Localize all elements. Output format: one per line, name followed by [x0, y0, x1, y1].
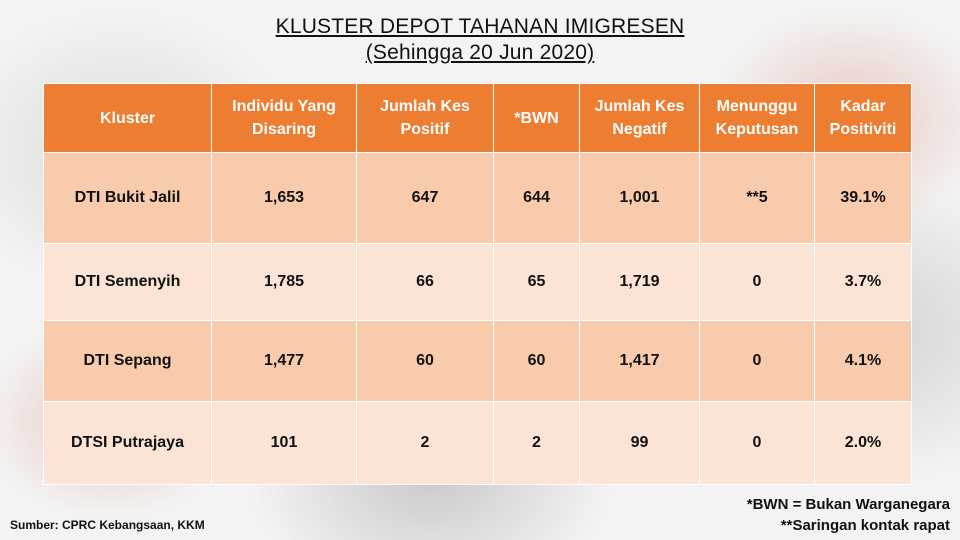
- cell-kadar: 39.1%: [814, 152, 912, 244]
- cell-menunggu: 0: [699, 320, 815, 402]
- cell-positif: 647: [356, 152, 494, 244]
- table-row: DTSI Putrajaya 101 2 2 99 0 2.0%: [43, 401, 912, 485]
- page-subtitle: (Sehingga 20 Jun 2020): [365, 41, 595, 64]
- table-row: DTI Semenyih 1,785 66 65 1,719 0 3.7%: [43, 243, 912, 321]
- footnote-bwn: *BWN = Bukan Warganegara: [746, 496, 950, 513]
- cell-kadar: 4.1%: [814, 320, 912, 402]
- cell-bwn: 644: [493, 152, 580, 244]
- footnotes: *BWN = Bukan Warganegara **Saringan kont…: [747, 494, 950, 536]
- cell-negatif: 1,719: [579, 243, 700, 321]
- cell-individu: 101: [211, 401, 357, 485]
- table-row: DTI Sepang 1,477 60 60 1,417 0 4.1%: [43, 320, 912, 402]
- cell-positif: 2: [356, 401, 494, 485]
- header-kadar-positiviti: Kadar Positiviti: [814, 83, 912, 153]
- header-bwn: *BWN: [493, 83, 580, 153]
- footnote-saringan: **Saringan kontak rapat: [780, 517, 950, 534]
- table-row: DTI Bukit Jalil 1,653 647 644 1,001 **5 …: [43, 152, 912, 244]
- page-title: KLUSTER DEPOT TAHANAN IMIGRESEN: [275, 15, 685, 38]
- cell-negatif: 99: [579, 401, 700, 485]
- header-jumlah-kes-positif: Jumlah Kes Positif: [356, 83, 494, 153]
- cell-menunggu: 0: [699, 243, 815, 321]
- cluster-table: Kluster Individu Yang Disaring Jumlah Ke…: [43, 83, 912, 485]
- header-kluster: Kluster: [43, 83, 212, 153]
- header-jumlah-kes-negatif: Jumlah Kes Negatif: [579, 83, 700, 153]
- cell-positif: 66: [356, 243, 494, 321]
- cell-kluster: DTI Bukit Jalil: [43, 152, 212, 244]
- table-header-row: Kluster Individu Yang Disaring Jumlah Ke…: [43, 83, 912, 153]
- cell-kadar: 2.0%: [814, 401, 912, 485]
- cell-negatif: 1,001: [579, 152, 700, 244]
- source-note: Sumber: CPRC Kebangsaan, KKM: [10, 518, 205, 532]
- cell-negatif: 1,417: [579, 320, 700, 402]
- cell-bwn: 60: [493, 320, 580, 402]
- header-menunggu-keputusan: Menunggu Keputusan: [699, 83, 815, 153]
- cell-menunggu: **5: [699, 152, 815, 244]
- cell-individu: 1,653: [211, 152, 357, 244]
- cell-kadar: 3.7%: [814, 243, 912, 321]
- cell-menunggu: 0: [699, 401, 815, 485]
- cell-individu: 1,477: [211, 320, 357, 402]
- cell-kluster: DTSI Putrajaya: [43, 401, 212, 485]
- cell-positif: 60: [356, 320, 494, 402]
- cell-bwn: 65: [493, 243, 580, 321]
- cell-individu: 1,785: [211, 243, 357, 321]
- title-block: KLUSTER DEPOT TAHANAN IMIGRESEN (Sehingg…: [0, 14, 960, 66]
- cell-bwn: 2: [493, 401, 580, 485]
- header-individu-disaring: Individu Yang Disaring: [211, 83, 357, 153]
- cell-kluster: DTI Semenyih: [43, 243, 212, 321]
- cell-kluster: DTI Sepang: [43, 320, 212, 402]
